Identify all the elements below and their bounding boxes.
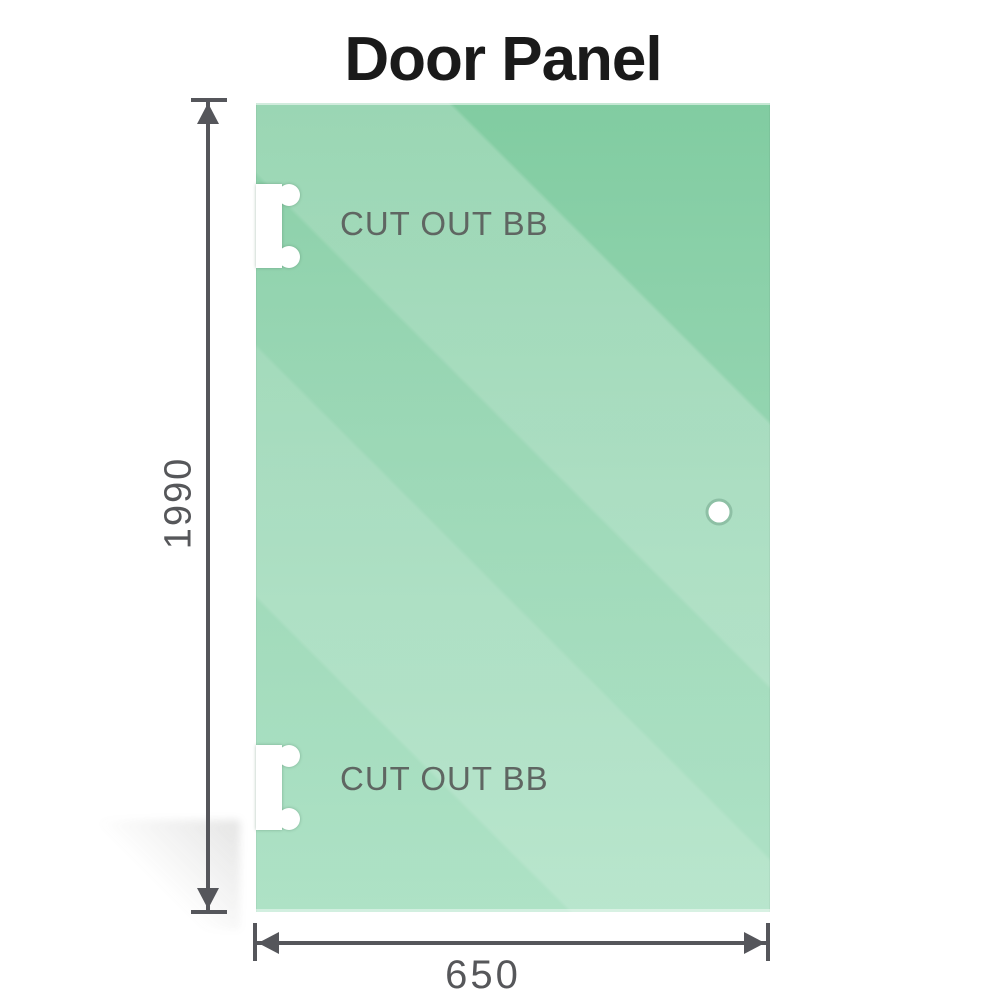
door-panel-glass	[256, 103, 770, 912]
dimension-line-horizontal	[257, 941, 766, 945]
cutout-bottom-label: CUT OUT BB	[340, 760, 549, 797]
dimension-cap-top	[191, 98, 227, 102]
dimension-tick-left	[253, 923, 257, 961]
arrowhead-left-icon	[258, 932, 279, 954]
dimension-tick-right	[766, 923, 770, 961]
page-title: Door Panel	[344, 25, 662, 94]
arrowhead-up-icon	[197, 103, 219, 124]
height-dimension-label: 1990	[157, 456, 200, 550]
arrowhead-right-icon	[744, 932, 765, 954]
cutout-top-label: CUT OUT BB	[340, 205, 549, 242]
dimension-line-vertical	[206, 100, 210, 912]
width-dimension-label: 650	[445, 953, 521, 997]
background-sheen	[100, 820, 240, 930]
